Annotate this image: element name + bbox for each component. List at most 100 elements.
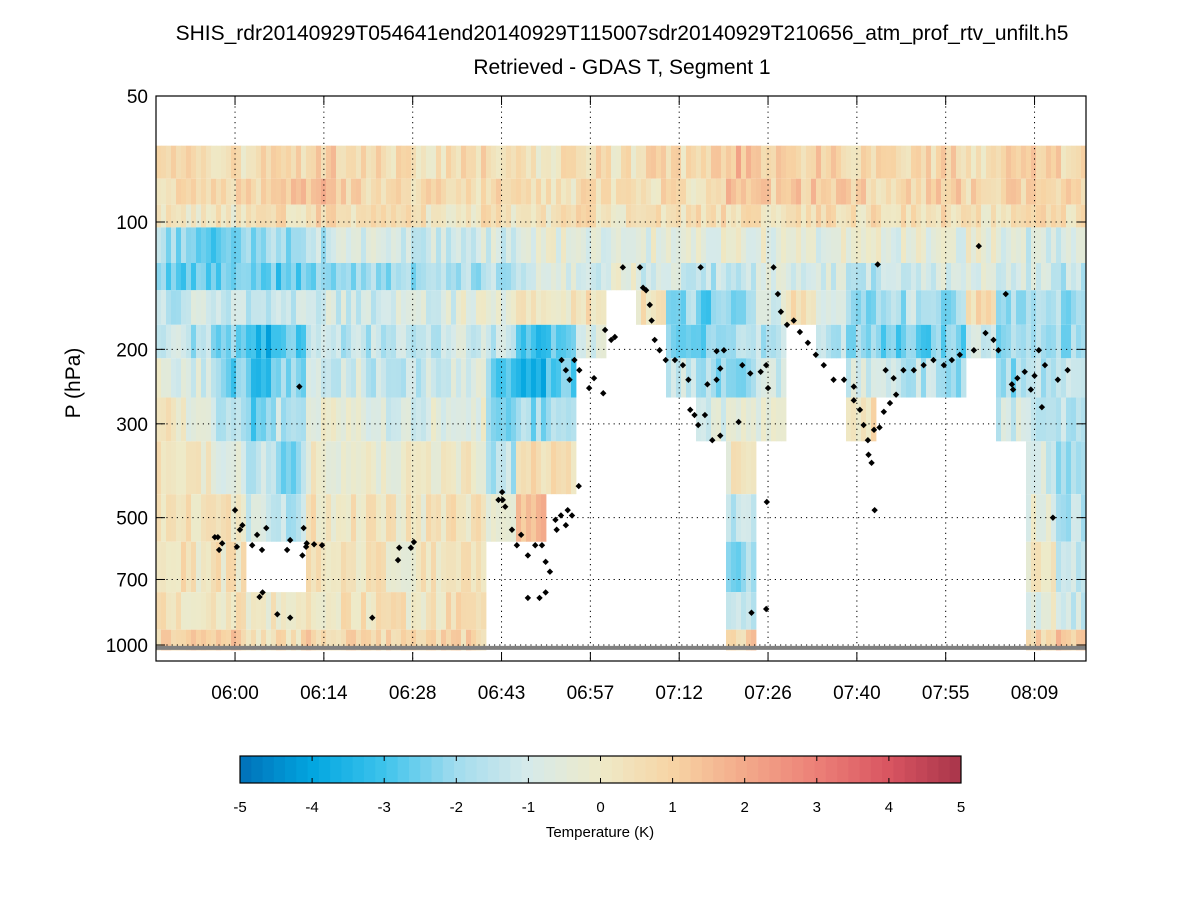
heatmap-cell	[696, 204, 702, 228]
heatmap-cell	[411, 358, 417, 398]
heatmap-cell	[476, 178, 482, 205]
heatmap-cell	[1051, 227, 1057, 263]
heatmap-cell	[321, 441, 327, 495]
heatmap-cell	[1041, 262, 1047, 291]
heatmap-cell	[586, 178, 592, 205]
heatmap-cell	[906, 145, 912, 179]
heatmap-cell	[666, 262, 672, 291]
heatmap-cell	[166, 262, 172, 291]
heatmap-cell	[391, 324, 397, 359]
heatmap-cell	[196, 358, 202, 398]
heatmap-cell	[821, 145, 827, 179]
heatmap-cell	[451, 494, 457, 542]
heatmap-cell	[1021, 290, 1027, 325]
heatmap-cell	[471, 178, 477, 205]
heatmap-cell	[761, 397, 767, 442]
heatmap-cell	[506, 227, 512, 263]
heatmap-cell	[1071, 290, 1077, 325]
heatmap-cell	[931, 290, 937, 325]
heatmap-cell	[191, 541, 197, 593]
heatmap-cell	[551, 262, 557, 291]
heatmap-cell	[561, 262, 567, 291]
heatmap-cell	[481, 178, 487, 205]
heatmap-cell	[891, 178, 897, 205]
heatmap-cell	[341, 397, 347, 442]
heatmap-cell	[346, 324, 352, 359]
heatmap-cell	[616, 145, 622, 179]
cloud-top-point	[576, 366, 583, 374]
heatmap-cell	[591, 204, 597, 228]
heatmap-cell	[846, 324, 852, 359]
plot-area: 06:00 06:14 06:28 06:43 06:57 07:12 07:26 07:40…	[106, 87, 1087, 704]
heatmap-cell	[636, 262, 642, 291]
heatmap-cell	[456, 145, 462, 179]
heatmap-cell	[356, 290, 362, 325]
heatmap-cell	[1031, 541, 1037, 593]
heatmap-cell	[866, 290, 872, 325]
heatmap-cell	[376, 204, 382, 228]
heatmap-cell	[166, 494, 172, 542]
heatmap-cell	[271, 358, 277, 398]
heatmap-cell	[441, 324, 447, 359]
heatmap-cell	[501, 204, 507, 228]
colorbar-swatch	[803, 756, 816, 783]
heatmap-cell	[211, 204, 217, 228]
heatmap-cell	[221, 262, 227, 291]
heatmap-cell	[691, 204, 697, 228]
heatmap-cell	[1061, 358, 1067, 398]
heatmap-cell	[541, 324, 547, 359]
heatmap-cell	[826, 290, 832, 325]
heatmap-cell	[766, 324, 772, 359]
heatmap-cell	[751, 629, 757, 651]
heatmap-cell	[236, 290, 242, 325]
x-tick-label: 07:55	[922, 683, 970, 704]
cloud-top-point	[662, 356, 669, 364]
heatmap-cell	[1006, 178, 1012, 205]
heatmap-cell	[696, 358, 702, 398]
heatmap-cell	[1076, 204, 1082, 228]
heatmap-cell	[1016, 324, 1022, 359]
heatmap-cell	[766, 204, 772, 228]
heatmap-cell	[536, 178, 542, 205]
heatmap-cell	[851, 358, 857, 398]
heatmap-cell	[301, 494, 307, 542]
heatmap-cell	[666, 145, 672, 179]
heatmap-cell	[971, 178, 977, 205]
heatmap-cell	[236, 204, 242, 228]
heatmap-cell	[366, 290, 372, 325]
heatmap-cell	[701, 290, 707, 325]
heatmap-cell	[516, 441, 522, 495]
heatmap-cell	[861, 178, 867, 205]
cloud-top-point	[990, 336, 997, 344]
heatmap-cell	[181, 358, 187, 398]
heatmap-cell	[301, 441, 307, 495]
heatmap-cell	[806, 262, 812, 291]
heatmap-cell	[521, 494, 527, 542]
heatmap-cell	[681, 262, 687, 291]
heatmap-cell	[586, 227, 592, 263]
heatmap-cell	[481, 541, 487, 593]
heatmap-cell	[956, 204, 962, 228]
heatmap-cell	[861, 227, 867, 263]
heatmap-cell	[661, 204, 667, 228]
heatmap-cell	[466, 629, 472, 651]
cloud-top-point	[651, 336, 658, 344]
heatmap-cell	[406, 227, 412, 263]
heatmap-cell	[881, 324, 887, 359]
heatmap-cell	[1046, 145, 1052, 179]
heatmap-cell	[1041, 145, 1047, 179]
colorbar-swatch	[532, 756, 545, 783]
heatmap-cell	[551, 358, 557, 398]
heatmap-cell	[991, 178, 997, 205]
cloud-top-point	[694, 421, 702, 429]
heatmap-cell	[1056, 494, 1062, 542]
heatmap-cell	[1056, 324, 1062, 359]
heatmap-cell	[546, 290, 552, 325]
cloud-top-point	[557, 512, 565, 519]
heatmap-cell	[931, 145, 937, 179]
heatmap-cell	[361, 541, 367, 593]
heatmap-cell	[346, 290, 352, 325]
heatmap-cell	[416, 629, 422, 651]
heatmap-cell	[236, 324, 242, 359]
heatmap-cell	[1066, 592, 1072, 630]
